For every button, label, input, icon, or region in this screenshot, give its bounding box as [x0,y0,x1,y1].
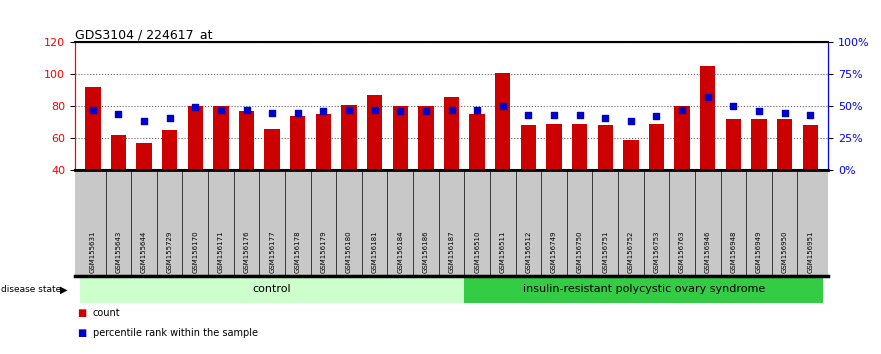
Point [265,110,279,115]
Text: GSM156179: GSM156179 [321,230,326,273]
Text: ▶: ▶ [60,284,68,295]
Point [675,107,689,113]
Bar [751,119,766,170]
Point [291,110,305,115]
Point [189,105,203,110]
Point [726,103,740,109]
Text: control: control [253,284,292,295]
Bar [290,116,306,170]
Text: percentile rank within the sample: percentile rank within the sample [93,328,257,338]
Bar [470,114,485,170]
Point [751,108,766,114]
Point [445,107,459,113]
Text: GSM156186: GSM156186 [423,230,429,273]
Point [418,108,433,114]
Text: GSM156951: GSM156951 [807,230,813,273]
Text: GSM156512: GSM156512 [525,230,531,273]
Text: GSM156751: GSM156751 [603,230,608,273]
Text: GSM156750: GSM156750 [577,230,582,273]
Text: GSM156763: GSM156763 [679,230,685,273]
Text: GSM155631: GSM155631 [90,230,96,273]
Point [214,107,228,113]
Bar [315,114,331,170]
Point [522,112,536,118]
Point [367,107,381,113]
Text: GSM156180: GSM156180 [346,230,352,273]
Text: GSM156948: GSM156948 [730,230,737,273]
Bar [188,106,203,170]
Text: ■: ■ [77,308,85,318]
Text: GSM156949: GSM156949 [756,230,762,273]
Text: ■: ■ [77,328,85,338]
Point [342,107,356,113]
Text: GSM155644: GSM155644 [141,230,147,273]
Bar [495,73,510,170]
Text: GSM156177: GSM156177 [270,230,275,273]
Point [137,119,152,124]
Point [316,108,330,114]
Text: insulin-resistant polycystic ovary syndrome: insulin-resistant polycystic ovary syndr… [522,284,765,295]
Bar [597,125,613,170]
Text: GSM156178: GSM156178 [295,230,300,273]
Bar [341,105,357,170]
Point [649,114,663,119]
Point [803,112,818,118]
Point [240,107,254,113]
Bar [623,139,639,170]
Bar [648,124,664,170]
Text: disease state: disease state [1,285,61,294]
Point [624,119,638,124]
Bar [444,97,459,170]
Text: GSM156181: GSM156181 [372,230,378,273]
Text: GSM156510: GSM156510 [474,230,480,273]
Text: GSM156950: GSM156950 [781,230,788,273]
Bar [572,124,588,170]
Bar [803,125,818,170]
Bar [85,87,100,170]
Bar [367,95,382,170]
Text: GSM156170: GSM156170 [192,230,198,273]
Bar [239,111,255,170]
Bar [777,119,792,170]
Point [573,112,587,118]
Text: GSM156176: GSM156176 [243,230,249,273]
Point [700,95,714,100]
Text: GSM156753: GSM156753 [654,230,660,273]
Bar [700,67,715,170]
Text: GSM155643: GSM155643 [115,230,122,273]
Text: GDS3104 / 224617_at: GDS3104 / 224617_at [75,28,212,41]
Point [598,115,612,120]
Bar [393,106,408,170]
Bar [264,129,280,170]
Text: count: count [93,308,120,318]
Bar [137,143,152,170]
Point [778,110,792,115]
Point [163,115,177,120]
Bar [726,119,741,170]
Text: GSM156511: GSM156511 [500,230,506,273]
Bar [111,135,126,170]
Bar [675,106,690,170]
Text: GSM156187: GSM156187 [448,230,455,273]
Text: GSM156184: GSM156184 [397,230,403,273]
Point [470,107,485,113]
Bar [213,106,228,170]
Point [547,112,561,118]
Text: GSM156749: GSM156749 [551,230,557,273]
Text: GSM156752: GSM156752 [628,230,633,273]
Point [85,107,100,113]
Bar [162,130,177,170]
Point [496,103,510,109]
Text: GSM155729: GSM155729 [167,230,173,273]
Text: GSM156171: GSM156171 [218,230,224,273]
Point [111,111,125,117]
Text: GSM156946: GSM156946 [705,230,711,273]
Bar [418,106,433,170]
Bar [546,124,562,170]
Point [393,108,407,114]
Bar [521,125,536,170]
